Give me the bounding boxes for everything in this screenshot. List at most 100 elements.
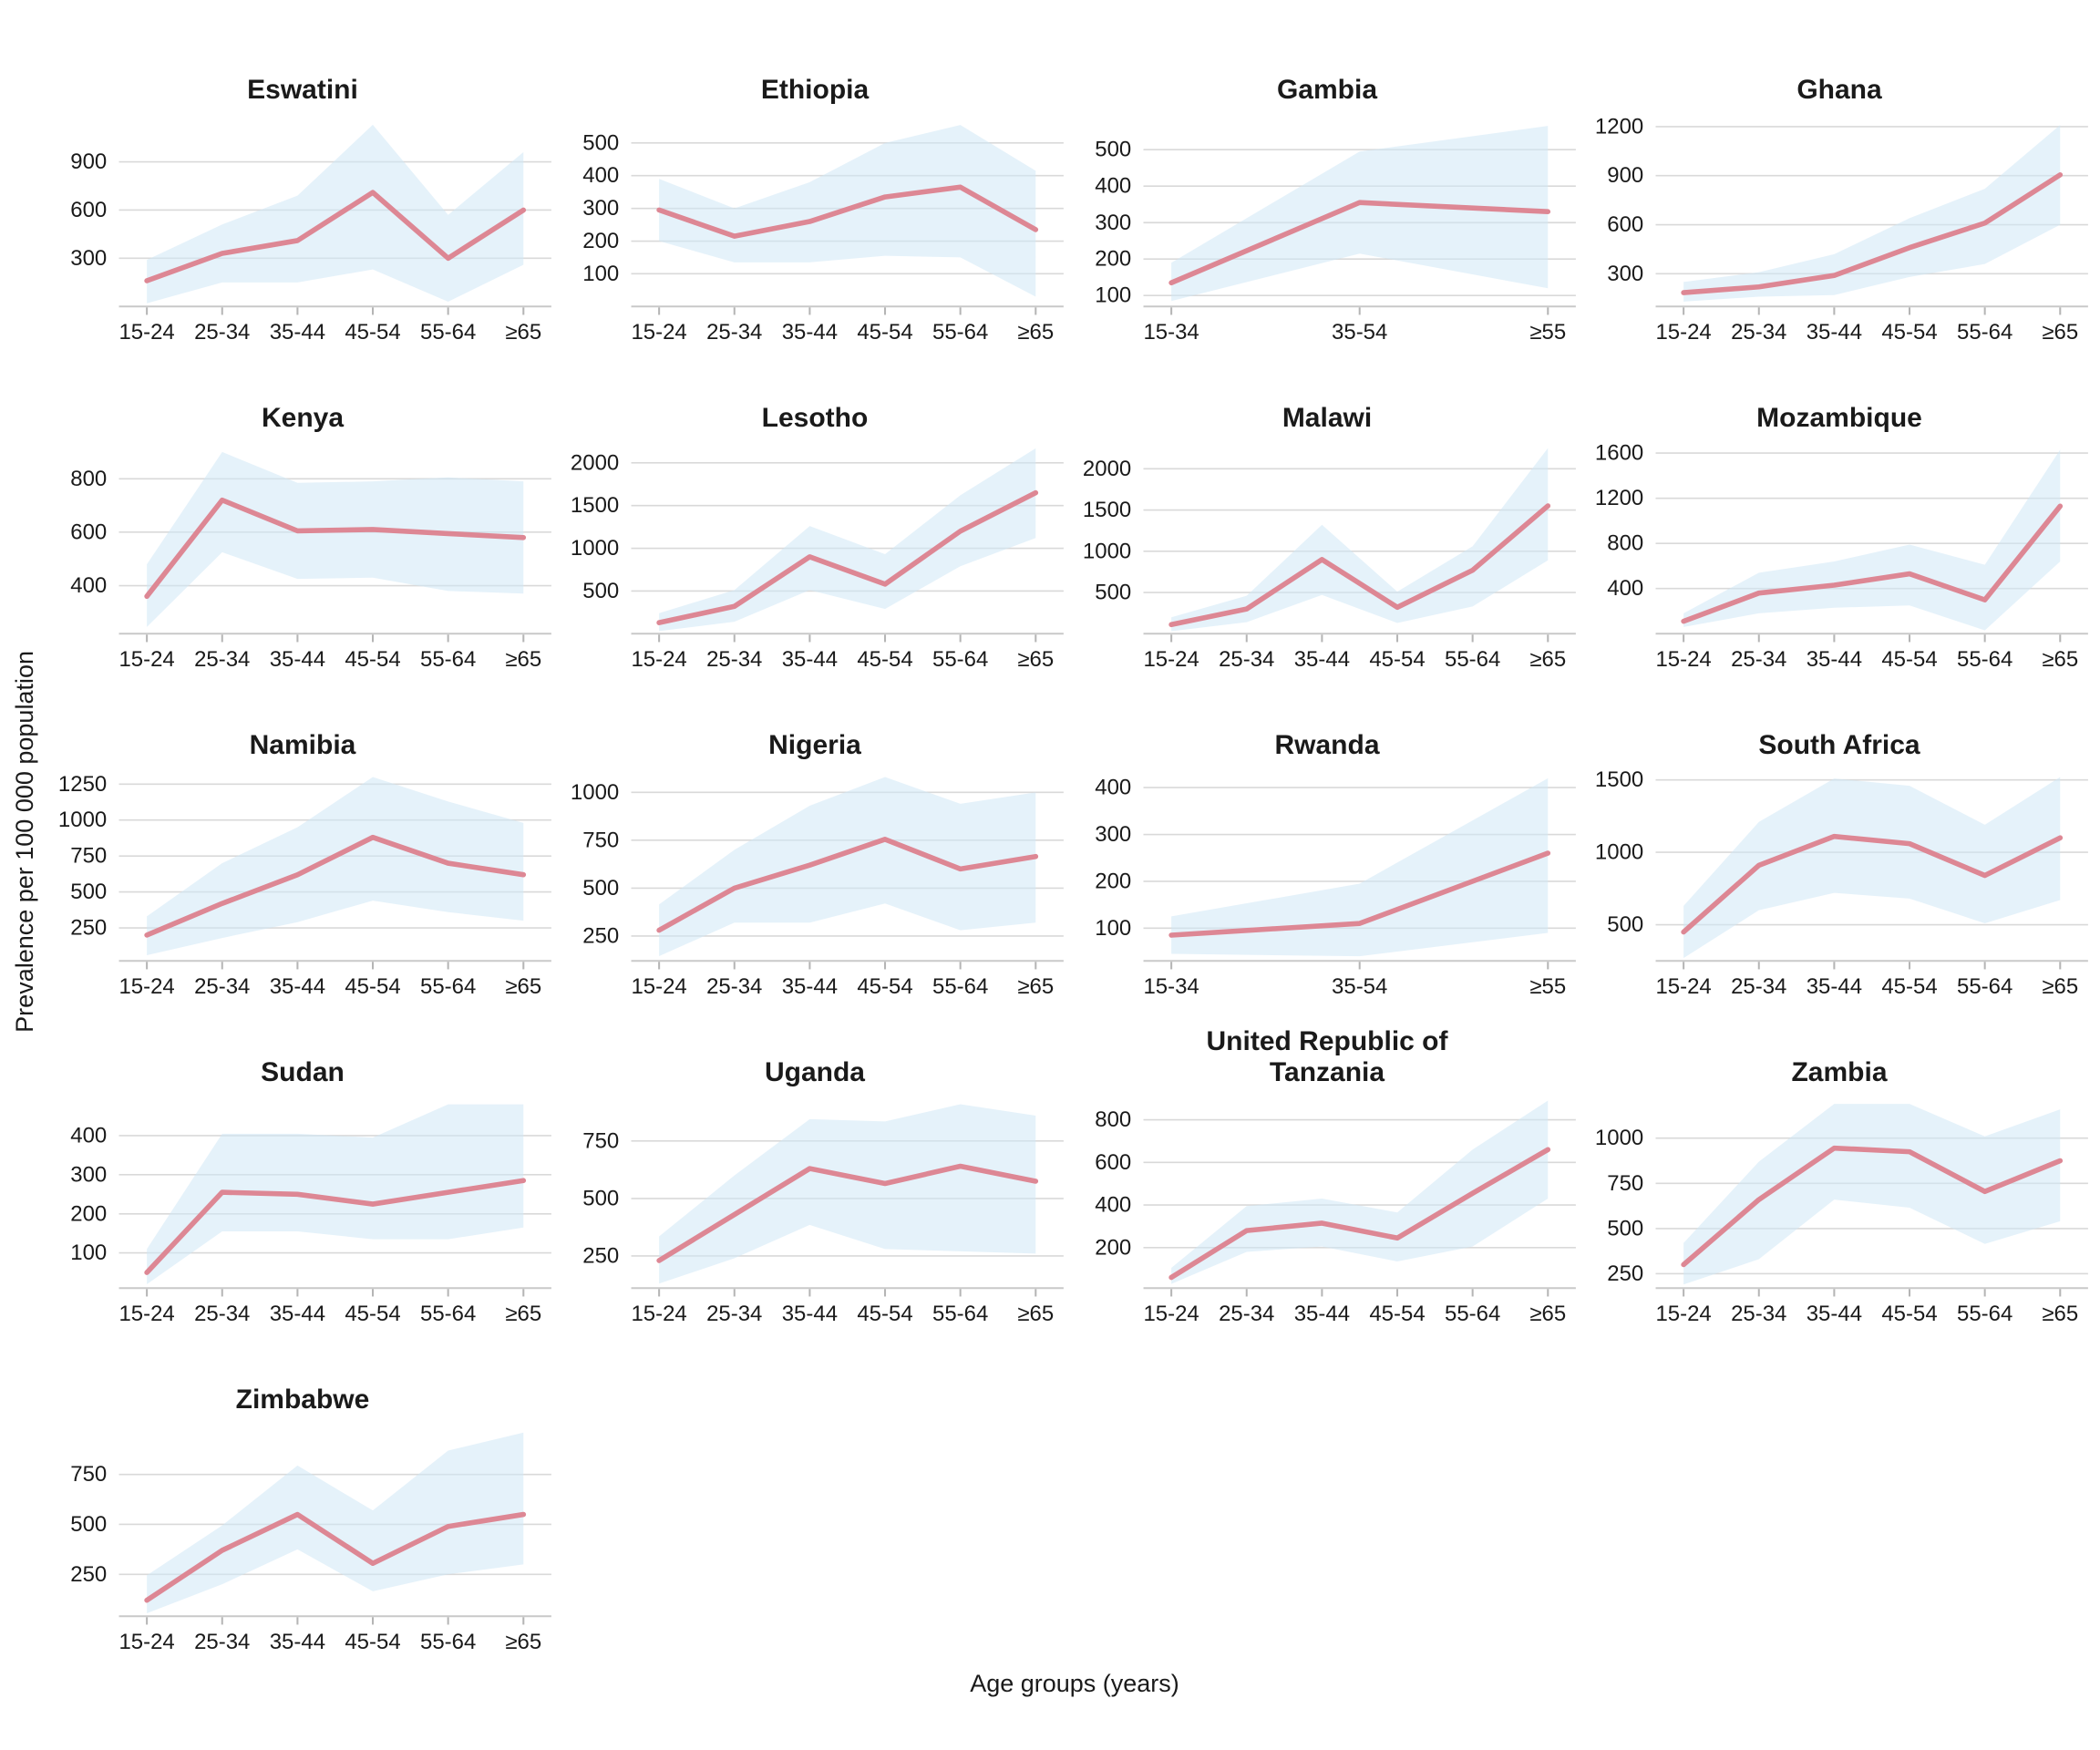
trend-line	[656, 1164, 1039, 1264]
trend-line	[144, 190, 527, 283]
x-tick-label: 55-64	[932, 1302, 988, 1326]
trend-line	[1681, 503, 2064, 624]
y-tick-label: 500	[582, 876, 619, 901]
panel-title: Namibia	[49, 682, 556, 764]
x-tick-label: 45-54	[345, 320, 400, 345]
x-tick-label: 55-64	[420, 1302, 476, 1326]
y-tick-label: 600	[1095, 1150, 1131, 1175]
x-tick-label: ≥65	[2042, 320, 2078, 345]
y-tick-label: 400	[70, 1124, 107, 1148]
y-tick-label: 1500	[571, 493, 619, 518]
x-tick-label: ≥65	[505, 647, 541, 672]
x-tick-label: 55-64	[932, 974, 988, 999]
trend-line	[144, 1178, 527, 1276]
country-panel: Rwanda 15-34 35-54 ≥55 100 200 300 400	[1074, 682, 1580, 1002]
x-tick-label: 55-64	[1445, 647, 1500, 672]
x-tick-label: ≥65	[505, 1302, 541, 1326]
y-tick-label: 1000	[58, 808, 107, 833]
y-tick-label: 500	[1095, 138, 1131, 162]
x-tick-label: 25-34	[1731, 1302, 1786, 1326]
trend-line	[1168, 1147, 1551, 1281]
y-tick-label: 500	[70, 1512, 107, 1537]
panel-chart: 15-24 25-34 35-44 45-54 55-64 ≥65 250 500 750	[70, 1432, 551, 1654]
confidence-band	[659, 1104, 1036, 1284]
y-tick-label: 900	[70, 149, 107, 174]
y-tick-label: 1500	[1083, 498, 1131, 522]
trend-line	[1681, 1146, 2064, 1268]
y-tick-label: 250	[70, 1561, 107, 1586]
y-tick-label: 400	[1095, 776, 1131, 800]
x-tick-label: 35-44	[270, 1630, 325, 1654]
confidence-band	[1171, 778, 1549, 957]
panel-chart: 15-24 25-34 35-44 45-54 55-64 ≥65 500 1000 1500 2…	[571, 448, 1064, 672]
x-tick-label: 35-44	[1807, 974, 1862, 999]
panel-title-text: Ethiopia	[760, 75, 870, 106]
x-tick-label: 35-54	[1332, 974, 1387, 999]
x-tick-label: 15-24	[118, 974, 174, 999]
x-tick-label: 55-64	[1445, 1302, 1500, 1326]
trend-line	[656, 489, 1039, 626]
y-tick-label: 800	[1607, 531, 1643, 556]
panel-chart: 15-24 25-34 35-44 45-54 55-64 ≥65 400 800 1200 16…	[1595, 441, 2088, 672]
x-tick-label: 35-44	[782, 974, 838, 999]
y-tick-label: 600	[1607, 212, 1643, 237]
panel-chart: 15-24 25-34 35-44 45-54 55-64 ≥65 200 400 600 800	[1095, 1100, 1576, 1326]
x-tick-label: ≥55	[1529, 974, 1566, 999]
confidence-band	[147, 452, 524, 628]
y-tick-label: 400	[1095, 174, 1131, 199]
confidence-band	[659, 448, 1036, 632]
x-tick-label: 15-34	[1143, 320, 1199, 345]
y-tick-label: 400	[1607, 576, 1643, 601]
x-tick-label: 45-54	[1881, 320, 1937, 345]
panel-title-text: Lesotho	[761, 402, 869, 433]
y-tick-label: 750	[1607, 1171, 1643, 1196]
x-tick-label: 45-54	[345, 1630, 400, 1654]
y-tick-label: 1200	[1595, 114, 1643, 139]
panels-grid: Eswatini 15-24 25-34 35-44 45-54 55-64 ≥65 300…	[49, 27, 2100, 1657]
country-panel: Sudan 15-24 25-34 35-44 45-54 55-64 ≥65 100 200…	[49, 1009, 556, 1329]
x-tick-label: 55-64	[420, 647, 476, 672]
trend-line	[1168, 503, 1551, 628]
x-tick-label: 25-34	[706, 974, 762, 999]
x-tick-label: 35-54	[1332, 320, 1387, 345]
x-tick-label: 25-34	[194, 320, 250, 345]
x-tick-label: ≥65	[1529, 1302, 1566, 1326]
x-tick-label: 35-44	[1294, 647, 1350, 672]
country-panel: Ghana 15-24 25-34 35-44 45-54 55-64 ≥65 300 600…	[1586, 27, 2093, 347]
panel-title-text: Zimbabwe	[235, 1385, 370, 1415]
x-tick-label: 45-54	[857, 320, 912, 345]
y-tick-label: 400	[70, 573, 107, 598]
x-tick-label: 45-54	[1369, 647, 1425, 672]
y-tick-label: 900	[1607, 163, 1643, 188]
y-tick-label: 250	[582, 1244, 619, 1269]
x-tick-label: 55-64	[1957, 1302, 2012, 1326]
y-tick-label: 750	[582, 1129, 619, 1154]
panel-chart: 15-24 25-34 35-44 45-54 55-64 ≥65 250 500 750 100…	[58, 772, 551, 999]
x-tick-label: 55-64	[1957, 974, 2012, 999]
y-tick-label: 100	[1095, 283, 1131, 308]
panel-title-text: Zambia	[1791, 1056, 1888, 1087]
x-tick-label: 55-64	[932, 320, 988, 345]
panel-chart: 15-24 25-34 35-44 45-54 55-64 ≥65 100 200 300 400…	[582, 125, 1064, 345]
y-tick-label: 200	[70, 1202, 107, 1227]
panel-chart: 15-24 25-34 35-44 45-54 55-64 ≥65 250 500 750 100…	[571, 777, 1064, 999]
trend-line	[1681, 172, 2064, 295]
x-tick-label: ≥65	[1017, 647, 1054, 672]
panel-title-text: Ghana	[1796, 75, 1882, 106]
y-tick-label: 300	[1095, 822, 1131, 847]
panel-title: Lesotho	[561, 355, 1068, 437]
y-tick-label: 100	[582, 262, 619, 286]
y-tick-label: 500	[582, 1187, 619, 1211]
panel-title-text: Eswatini	[247, 75, 358, 106]
y-tick-label: 500	[1607, 912, 1643, 937]
panel-title: Sudan	[49, 1009, 556, 1091]
x-tick-label: 25-34	[1219, 647, 1274, 672]
country-panel: Kenya 15-24 25-34 35-44 45-54 55-64 ≥65 400 600…	[49, 355, 556, 674]
panel-title-text: Gambia	[1276, 75, 1378, 106]
panel-title: Nigeria	[561, 682, 1068, 764]
x-tick-label: 35-44	[1294, 1302, 1350, 1326]
panel-chart: 15-34 35-54 ≥55 100 200 300 400	[1095, 776, 1576, 999]
country-panel: Namibia 15-24 25-34 35-44 45-54 55-64 ≥65 250 5…	[49, 682, 556, 1002]
x-tick-label: ≥65	[1529, 647, 1566, 672]
x-tick-label: 15-24	[631, 974, 686, 999]
